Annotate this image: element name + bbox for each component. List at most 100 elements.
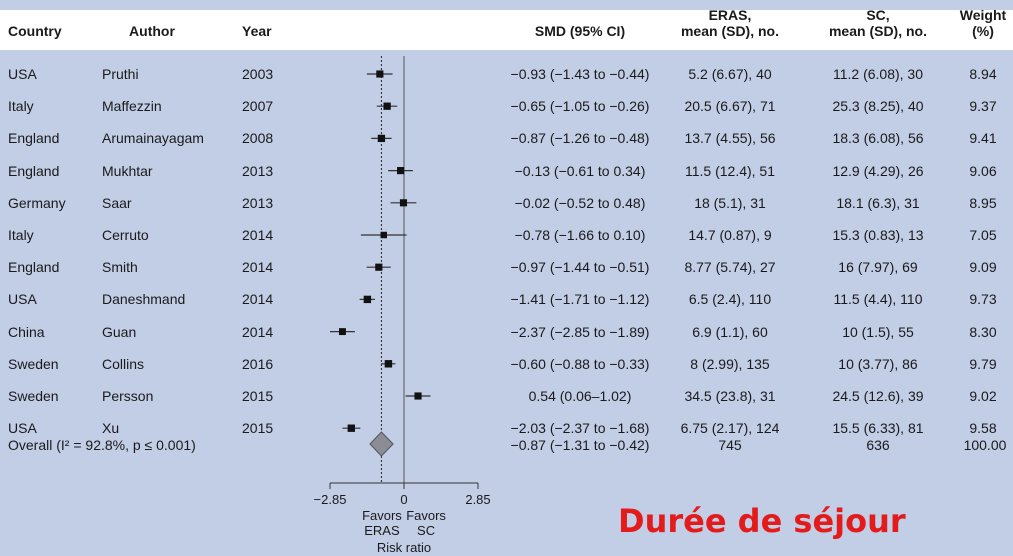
header-eras-line1: ERAS, [708, 7, 752, 23]
row-year: 2015 [242, 388, 274, 404]
favors-right-group: SC [417, 523, 435, 538]
header-year: Year [242, 23, 272, 39]
row-sc: 12.9 (4.29), 26 [832, 162, 924, 179]
row-country: England [8, 259, 60, 276]
row-weight: 9.79 [969, 355, 997, 372]
study-point-marker [414, 392, 422, 400]
row-year: 2015 [242, 420, 274, 437]
row-sc: 10 (1.5), 55 [842, 323, 914, 340]
row-smd: 0.54 (0.06–1.02) [528, 388, 632, 404]
header-weight-line1: Weight [959, 7, 1007, 23]
row-country: Germany [8, 194, 66, 211]
x-tick-label: 0 [400, 492, 407, 507]
row-smd: −2.03 (−2.37 to −1.68) [510, 420, 650, 437]
row-country: Sweden [8, 355, 59, 372]
row-year: 2014 [242, 291, 274, 308]
row-sc: 11.5 (4.4), 110 [833, 291, 923, 308]
row-eras: 13.7 (4.55), 56 [684, 130, 776, 147]
row-eras: 6.9 (1.1), 60 [692, 323, 768, 340]
row-sc: 11.2 (6.08), 30 [832, 66, 924, 82]
row-smd: −0.65 (−1.05 to −0.26) [510, 98, 650, 115]
row-country: Italy [8, 227, 34, 243]
x-tick-label: 2.85 [465, 492, 490, 507]
row-eras: 20.5 (6.67), 71 [684, 98, 776, 115]
row-country: USA [8, 66, 37, 82]
row-author: Pruthi [102, 66, 139, 82]
row-smd: −0.78 (−1.66 to 0.10) [514, 227, 646, 243]
study-point-marker [376, 70, 384, 78]
header-sc-line2: mean (SD), no. [828, 23, 927, 39]
row-sc: 18.1 (6.3), 31 [836, 194, 920, 211]
table-header-band [0, 10, 1013, 50]
row-weight: 8.95 [969, 194, 997, 211]
row-year: 2016 [242, 355, 274, 372]
row-year: 2007 [242, 98, 274, 115]
row-weight: 9.09 [969, 259, 997, 276]
row-weight: 7.05 [969, 227, 997, 243]
row-smd: −0.60 (−0.88 to −0.33) [510, 355, 650, 372]
row-sc: 16 (7.97), 69 [838, 259, 918, 276]
row-country: England [8, 130, 60, 147]
row-smd: −0.87 (−1.26 to −0.48) [510, 130, 650, 147]
overall-label: Overall (I² = 92.8%, p ≤ 0.001) [8, 437, 196, 453]
row-year: 2013 [242, 162, 274, 179]
x-axis-title: Risk ratio [377, 540, 431, 555]
row-eras: 18 (5.1), 31 [694, 194, 766, 211]
row-smd: −1.41 (−1.71 to −1.12) [510, 291, 650, 308]
row-author: Daneshmand [102, 291, 186, 308]
x-tick-label: −2.85 [314, 492, 347, 507]
study-point-marker [375, 263, 383, 271]
row-author: Guan [102, 323, 137, 340]
favors-left-group: ERAS [364, 523, 400, 538]
row-author: Collins [102, 355, 145, 372]
favors-right-label: Favors [406, 508, 446, 523]
row-sc: 10 (3.77), 86 [838, 355, 918, 372]
row-year: 2013 [242, 194, 274, 211]
study-point-marker [380, 231, 387, 239]
study-point-marker [399, 199, 408, 207]
row-author: Xu [102, 420, 120, 437]
study-point-marker [383, 102, 391, 110]
row-weight: 9.02 [969, 388, 997, 404]
row-year: 2008 [242, 130, 274, 147]
row-eras: 14.7 (0.87), 9 [688, 227, 772, 243]
row-author: Saar [102, 194, 132, 211]
row-smd: −0.02 (−0.52 to 0.48) [514, 194, 646, 211]
row-smd: −0.97 (−1.44 to −0.51) [510, 259, 650, 276]
row-country: Italy [8, 98, 34, 115]
row-smd: −0.93 (−1.43 to −0.44) [510, 66, 650, 82]
overall-weight: 100.00 [963, 437, 1007, 453]
row-eras: 8 (2.99), 135 [690, 355, 770, 372]
row-author: Mukhtar [102, 162, 153, 179]
row-sc: 15.3 (0.83), 13 [832, 227, 924, 243]
row-weight: 9.06 [969, 162, 997, 179]
overall-eras: 745 [718, 437, 742, 453]
row-weight: 8.30 [969, 323, 997, 340]
row-sc: 15.5 (6.33), 81 [832, 420, 924, 437]
slide-title: Durée de séjour [618, 502, 906, 540]
row-country: England [8, 162, 60, 179]
row-sc: 25.3 (8.25), 40 [832, 98, 924, 115]
row-author: Arumainayagam [102, 130, 204, 147]
overall-smd: −0.87 (−1.31 to −0.42) [510, 437, 650, 453]
row-author: Cerruto [102, 227, 149, 243]
row-weight: 9.37 [969, 98, 997, 115]
row-eras: 6.75 (2.17), 124 [680, 420, 780, 437]
row-eras: 34.5 (23.8), 31 [684, 388, 776, 404]
row-country: USA [8, 291, 37, 308]
row-sc: 24.5 (12.6), 39 [832, 388, 924, 404]
row-weight: 8.94 [969, 66, 997, 82]
row-year: 2003 [242, 66, 274, 82]
row-year: 2014 [242, 323, 274, 340]
favors-left-label: Favors [362, 508, 402, 523]
overall-sc: 636 [866, 437, 890, 453]
row-country: Sweden [8, 388, 59, 404]
header-weight-line2: (%) [972, 23, 994, 39]
row-smd: −2.37 (−2.85 to −1.89) [510, 323, 650, 340]
row-sc: 18.3 (6.08), 56 [832, 130, 924, 147]
study-point-marker [377, 134, 386, 143]
row-author: Persson [102, 388, 154, 404]
header-author: Author [129, 23, 175, 39]
row-country: USA [8, 420, 37, 437]
